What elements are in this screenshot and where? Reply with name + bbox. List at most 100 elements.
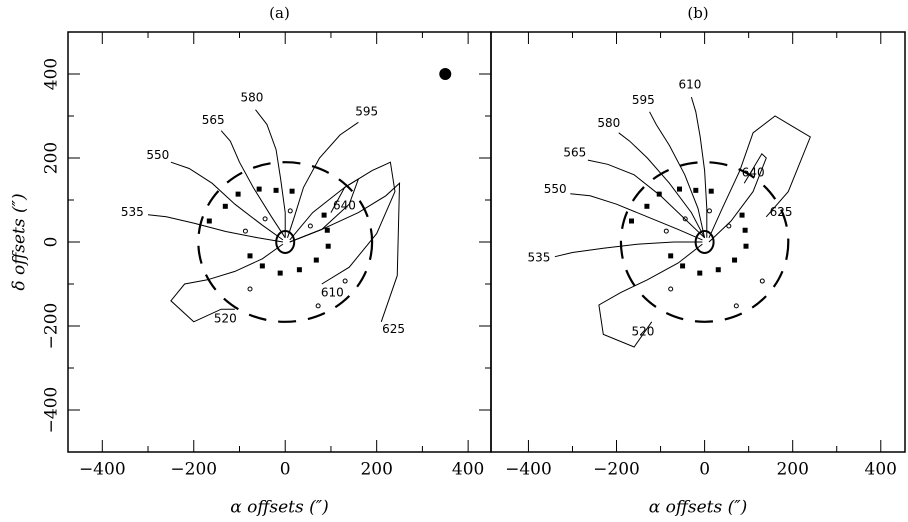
x-tick-label: −200 (170, 460, 217, 480)
y-axis-label: δ offsets (″) (10, 193, 30, 290)
contour-label: 550 (544, 182, 567, 196)
beam (439, 68, 452, 80)
contour (708, 115, 811, 239)
contour-label: 520 (631, 324, 654, 338)
x-axis-label: α offsets (″) (649, 498, 748, 518)
square-point (656, 191, 662, 197)
square-point (708, 188, 714, 194)
y-tick-label: 400 (42, 58, 62, 90)
contour (618, 132, 706, 239)
contour (690, 96, 708, 238)
contour-label: 625 (770, 205, 793, 219)
x-tick-label: 400 (865, 460, 897, 480)
square-point (321, 212, 327, 218)
contour (170, 243, 284, 323)
square-point (222, 203, 228, 209)
square-point (273, 187, 279, 193)
square-point (743, 243, 749, 249)
square-point (697, 270, 703, 276)
contour-label: 595 (632, 93, 655, 107)
square-point (680, 263, 686, 269)
square-point (313, 257, 319, 263)
contour-label: 565 (563, 146, 586, 160)
circle-point (706, 208, 712, 214)
square-point (644, 203, 650, 209)
contour (255, 109, 286, 238)
square-point (296, 267, 302, 273)
contour-label: 580 (241, 90, 264, 104)
square-point (628, 218, 634, 224)
circle-point (726, 223, 732, 229)
circle-point (668, 286, 674, 292)
square-point (668, 253, 674, 259)
panel-frame (67, 31, 492, 453)
contour (598, 243, 703, 348)
contour-label: 535 (527, 250, 550, 264)
contour-label: 625 (382, 322, 405, 336)
contour-label: 610 (321, 286, 344, 300)
contour-label: 580 (597, 116, 620, 130)
circle-point (287, 208, 293, 214)
panel-title: (b) (687, 4, 708, 22)
square-point (235, 191, 241, 197)
contour (289, 161, 396, 285)
x-tick-label: 200 (776, 460, 808, 480)
y-tick-label: 200 (42, 142, 62, 174)
contour-label: 550 (146, 148, 169, 162)
contour-label: 640 (333, 199, 356, 213)
ring (197, 161, 374, 323)
circle-point (682, 216, 688, 222)
contour-label: 595 (355, 105, 378, 119)
square-point (247, 253, 253, 259)
contour (649, 111, 706, 238)
y-tick-label: −200 (42, 303, 62, 350)
panel-title: (a) (269, 4, 290, 22)
contour-label: 535 (121, 205, 144, 219)
y-tick-label: 0 (42, 237, 62, 248)
contour (220, 130, 286, 239)
circle-point (307, 223, 313, 229)
square-point (732, 257, 738, 263)
contour (587, 159, 705, 239)
square-point (677, 186, 683, 192)
square-point (715, 267, 721, 273)
contour-label: 640 (742, 166, 765, 180)
contour (570, 193, 703, 241)
x-tick-label: −400 (79, 460, 126, 480)
contour-label: 565 (202, 113, 225, 127)
square-point (259, 263, 265, 269)
x-tick-label: 400 (452, 460, 484, 480)
circle-point (663, 228, 669, 234)
contour (170, 161, 284, 241)
circle-point (733, 303, 739, 309)
x-tick-label: −200 (593, 460, 640, 480)
x-axis-label: α offsets (″) (230, 498, 329, 518)
square-point (742, 227, 748, 233)
circle-point (315, 303, 321, 309)
circle-point (262, 216, 268, 222)
contour-label: 610 (678, 78, 701, 92)
square-point (256, 186, 262, 192)
square-point (739, 212, 745, 218)
circle-point (242, 228, 248, 234)
y-tick-label: −400 (42, 387, 62, 434)
contour (554, 241, 703, 258)
x-tick-label: 0 (280, 460, 291, 480)
ring (619, 161, 790, 323)
square-point (289, 188, 295, 194)
contour (287, 121, 359, 238)
contour (289, 177, 360, 243)
square-point (325, 243, 331, 249)
x-tick-label: −400 (505, 460, 552, 480)
contour (147, 214, 284, 243)
square-point (693, 187, 699, 193)
contour-label: 520 (214, 311, 237, 325)
square-point (277, 270, 283, 276)
circle-point (759, 278, 765, 284)
x-tick-label: 200 (360, 460, 392, 480)
x-tick-label: 0 (699, 460, 710, 480)
circle-point (342, 278, 348, 284)
circle-point (247, 286, 253, 292)
panel-frame (490, 31, 906, 453)
